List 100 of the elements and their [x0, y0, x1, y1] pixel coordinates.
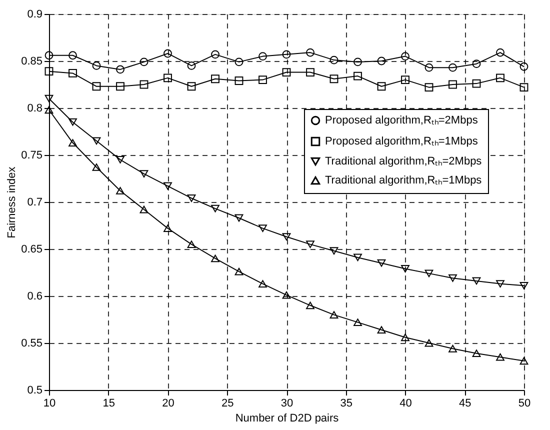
point [164, 224, 172, 232]
point [472, 350, 481, 358]
point [520, 83, 528, 92]
legend-label: Traditional algorithm,Rₜₕ=2Mbps [325, 156, 482, 168]
point [401, 265, 410, 272]
x-tick-label: 15 [102, 398, 115, 410]
point [520, 62, 528, 71]
point [282, 233, 291, 240]
point [354, 254, 362, 262]
point [401, 76, 410, 84]
point [448, 63, 457, 72]
x-tick-label: 25 [222, 398, 234, 410]
y-tick-label: 0.5 [27, 384, 42, 396]
point [68, 139, 77, 146]
y-tick-label: 0.8 [27, 102, 42, 114]
point [68, 118, 77, 126]
x-tick-label: 45 [459, 398, 472, 410]
point [234, 268, 244, 276]
point [44, 67, 54, 76]
point [282, 50, 291, 59]
point [258, 52, 267, 60]
point [258, 224, 267, 232]
point [377, 326, 386, 334]
point [448, 274, 457, 282]
legend-label: Proposed algorithm,Rₜₕ=1Mbps [325, 136, 478, 148]
point [258, 76, 267, 84]
point [116, 187, 124, 194]
point [282, 291, 291, 299]
point [92, 164, 101, 171]
point [354, 58, 362, 66]
point [92, 82, 101, 91]
point [164, 74, 172, 82]
point [448, 344, 457, 352]
point [377, 259, 386, 267]
point [116, 82, 124, 91]
y-tick-label: 0.7 [27, 196, 42, 208]
point [330, 311, 338, 319]
point [187, 240, 196, 248]
point [282, 68, 291, 76]
point [377, 56, 386, 66]
point [424, 83, 434, 92]
point [472, 79, 481, 88]
point [354, 72, 362, 80]
point [354, 318, 362, 326]
point [140, 58, 148, 66]
point [330, 56, 338, 64]
point [187, 194, 196, 202]
point [234, 58, 244, 66]
point [116, 65, 124, 74]
point [140, 170, 148, 178]
x-tick-label: 20 [162, 398, 174, 410]
point [234, 76, 244, 85]
x-tick-label: 35 [340, 398, 352, 410]
point [448, 80, 457, 89]
point [330, 247, 338, 255]
x-tick-label: 40 [400, 398, 412, 410]
point [187, 62, 196, 70]
point [211, 50, 220, 59]
point [401, 52, 410, 60]
point [68, 69, 77, 78]
legend-label: Traditional algorithm,Rₜₕ=1Mbps [325, 174, 482, 186]
point [44, 94, 54, 102]
point [330, 74, 338, 84]
point [424, 270, 434, 278]
point [496, 280, 504, 288]
point [44, 51, 54, 60]
point [496, 353, 504, 361]
point [520, 282, 528, 290]
point [258, 280, 267, 288]
x-tick-label: 50 [518, 398, 531, 410]
y-tick-label: 0.55 [21, 338, 42, 350]
x-axis-title: Number of D2D pairs [235, 412, 340, 424]
point [234, 214, 244, 222]
legend-label: Proposed algorithm,Rₜₕ=2Mbps [325, 114, 478, 126]
point [68, 51, 77, 60]
point [377, 82, 386, 91]
y-axis-title: Fairness index [6, 166, 18, 238]
y-tick-label: 0.65 [21, 244, 42, 256]
point [496, 74, 504, 82]
point [211, 254, 220, 262]
point [472, 277, 481, 285]
point [306, 68, 314, 76]
point [211, 74, 220, 84]
point [306, 48, 314, 57]
point [140, 206, 148, 214]
y-tick-label: 0.75 [21, 150, 42, 162]
point [496, 48, 504, 57]
point [164, 182, 172, 190]
point [520, 357, 528, 365]
y-tick-label: 0.85 [21, 56, 42, 68]
point [187, 82, 196, 91]
point [424, 63, 434, 72]
point [401, 334, 410, 342]
point [211, 204, 220, 212]
point [164, 49, 172, 58]
point [92, 137, 101, 145]
point [92, 62, 101, 70]
point [306, 302, 314, 310]
y-tick-label: 0.9 [27, 8, 42, 20]
point [424, 339, 434, 347]
